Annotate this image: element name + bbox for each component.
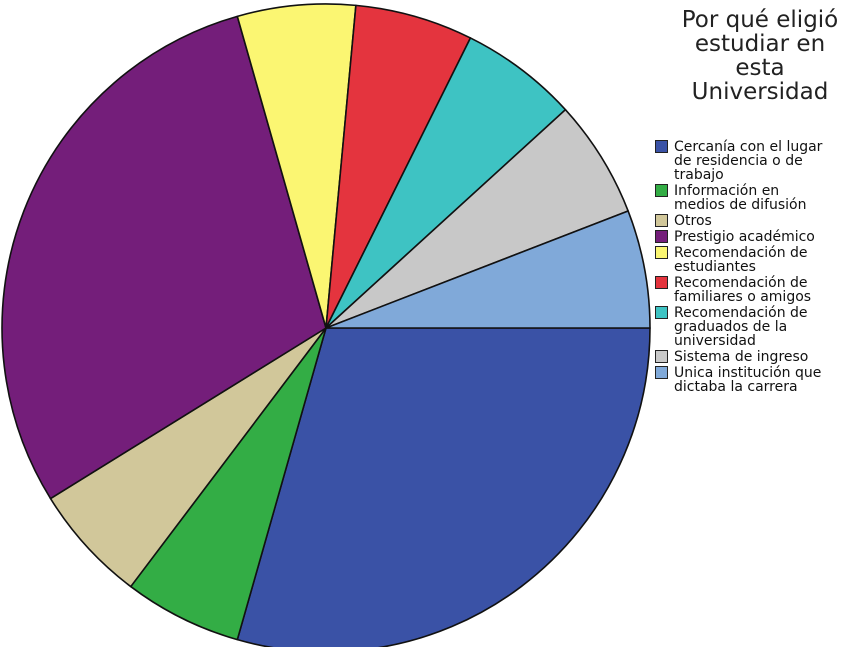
- legend-label: Prestigio académico: [674, 229, 815, 245]
- legend-item: Recomendación de familiares o amigos: [655, 276, 864, 304]
- legend-swatch: [655, 184, 668, 197]
- legend-title: Por qué eligió estudiar en esta Universi…: [681, 7, 839, 105]
- legend-swatch: [655, 246, 668, 259]
- legend-swatch: [655, 366, 668, 379]
- pie-slice: [236, 327, 651, 647]
- legend-swatch: [655, 350, 668, 363]
- legend-item: Sistema de ingreso: [655, 350, 864, 364]
- legend-item: Otros: [655, 214, 864, 228]
- legend-item: Recomendación de estudiantes: [655, 246, 864, 274]
- pie-slice: [325, 210, 651, 329]
- legend-swatch: [655, 214, 668, 227]
- pie-slice: [1, 15, 327, 500]
- legend-label: Otros: [674, 213, 712, 229]
- legend-swatch: [655, 230, 668, 243]
- legend-label: Unica institución que dictaba la carrera: [674, 365, 822, 395]
- legend-item: Información en medios de difusión: [655, 184, 864, 212]
- pie-chart: [1, 3, 651, 647]
- legend-item: Prestigio académico: [655, 230, 864, 244]
- legend-item: Recomendación de graduados de la univers…: [655, 306, 864, 348]
- legend-label: Recomendación de familiares o amigos: [674, 275, 812, 305]
- legend-label: Recomendación de graduados de la univers…: [674, 305, 808, 349]
- legend-item: Unica institución que dictaba la carrera: [655, 366, 864, 394]
- legend-label: Recomendación de estudiantes: [674, 245, 808, 275]
- legend-swatch: [655, 140, 668, 153]
- legend: Cercanía con el lugar de residencia o de…: [655, 140, 864, 396]
- legend-label: Cercanía con el lugar de residencia o de…: [674, 139, 823, 183]
- legend-label: Información en medios de difusión: [674, 183, 807, 213]
- legend-item: Cercanía con el lugar de residencia o de…: [655, 140, 864, 182]
- legend-label: Sistema de ingreso: [674, 349, 809, 365]
- legend-swatch: [655, 306, 668, 319]
- legend-swatch: [655, 276, 668, 289]
